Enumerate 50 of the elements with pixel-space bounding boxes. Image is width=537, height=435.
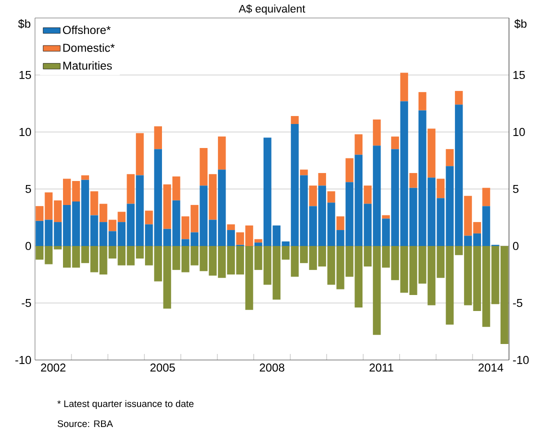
bar — [436, 178, 445, 198]
bar — [382, 215, 390, 219]
bar — [218, 136, 226, 170]
y-tick-label: -10 — [15, 356, 32, 364]
bar — [318, 173, 326, 186]
y2-tick-label: -10 — [513, 356, 529, 364]
bar — [409, 173, 418, 188]
y2-tick-label: 15 — [513, 70, 525, 79]
x-tick-label: 2014 — [478, 364, 504, 372]
y2-tick-label: 10 — [513, 128, 525, 136]
chart-title: A$ equivalent — [238, 4, 306, 15]
y-tick-label: -5 — [22, 298, 31, 307]
legend-label: Offshore* — [62, 26, 111, 34]
bar — [309, 186, 317, 206]
bar — [354, 134, 363, 155]
x-tick-label: 2008 — [260, 364, 284, 372]
y2-tick-label: -5 — [513, 298, 522, 307]
bar — [372, 119, 381, 146]
bar — [81, 175, 90, 180]
bar — [446, 149, 454, 166]
bar — [336, 216, 344, 230]
y2-tick-label: 0 — [512, 242, 518, 250]
bar — [400, 72, 408, 102]
bar — [290, 116, 299, 124]
bar — [428, 128, 436, 178]
text: * Latest quarter issuance to date — [57, 400, 194, 409]
y-axis-title: $b — [18, 19, 30, 28]
y-tick-label: 0 — [26, 242, 32, 250]
bar — [227, 224, 235, 230]
x-tick-label: 2011 — [370, 364, 394, 372]
y2-axis-title: $b — [514, 19, 527, 28]
bar — [300, 170, 308, 176]
bar — [418, 92, 426, 110]
bar — [327, 191, 336, 203]
bar — [454, 90, 463, 105]
bar — [364, 186, 372, 204]
bar — [145, 210, 153, 224]
y-tick-label: 15 — [20, 70, 31, 79]
y2-tick-label: 5 — [512, 184, 518, 193]
x-tick-label: 2005 — [150, 364, 175, 372]
legend-label: Domestic* — [63, 43, 115, 52]
source-note: Source: RBA — [58, 420, 113, 428]
y-tick-label: 5 — [26, 184, 31, 193]
bar — [154, 126, 162, 150]
y-tick-label: 10 — [20, 128, 32, 136]
bar — [346, 158, 354, 182]
x-tick-label: 2002 — [41, 364, 66, 372]
bar — [391, 136, 399, 150]
legend-label: Maturities — [63, 61, 112, 70]
bar — [482, 188, 490, 206]
